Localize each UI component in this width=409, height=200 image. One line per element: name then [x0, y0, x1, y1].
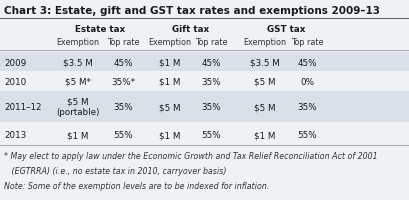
FancyBboxPatch shape [0, 71, 409, 92]
FancyBboxPatch shape [0, 92, 409, 122]
Text: 2011–12: 2011–12 [4, 103, 41, 111]
Text: $1 M: $1 M [67, 131, 88, 139]
Text: $3.5 M: $3.5 M [63, 59, 92, 67]
Text: 35%: 35% [201, 78, 220, 86]
Text: 35%*: 35%* [111, 78, 135, 86]
Text: Top rate: Top rate [106, 38, 139, 46]
Text: $5 M*: $5 M* [65, 78, 91, 86]
Text: Note: Some of the exemption levels are to be indexed for inflation.: Note: Some of the exemption levels are t… [4, 182, 269, 190]
Text: 45%: 45% [297, 59, 317, 67]
Text: Gift tax: Gift tax [172, 25, 209, 33]
Text: 35%: 35% [113, 103, 133, 111]
Text: $5 M: $5 M [253, 103, 274, 111]
Text: 35%: 35% [201, 103, 220, 111]
Text: $5 M: $5 M [253, 78, 274, 86]
Text: $1 M: $1 M [159, 131, 180, 139]
Text: 2013: 2013 [4, 131, 26, 139]
Text: $5 M: $5 M [159, 103, 180, 111]
Text: 35%: 35% [297, 103, 317, 111]
Text: 2010: 2010 [4, 78, 26, 86]
Text: Exemption: Exemption [148, 38, 191, 46]
Text: * May elect to apply law under the Economic Growth and Tax Relief Reconciliation: * May elect to apply law under the Econo… [4, 152, 377, 160]
Text: 2009: 2009 [4, 59, 26, 67]
Text: Chart 3: Estate, gift and GST tax rates and exemptions 2009–13: Chart 3: Estate, gift and GST tax rates … [4, 6, 379, 16]
FancyBboxPatch shape [0, 52, 409, 73]
Text: GST tax: GST tax [266, 25, 304, 33]
Text: $1 M: $1 M [159, 59, 180, 67]
Text: 55%: 55% [297, 131, 317, 139]
Text: 45%: 45% [201, 59, 220, 67]
Text: $5 M
(portable): $5 M (portable) [56, 97, 99, 117]
FancyBboxPatch shape [0, 124, 409, 146]
Text: Top rate: Top rate [194, 38, 227, 46]
Text: $3.5 M: $3.5 M [249, 59, 279, 67]
Text: Exemption: Exemption [243, 38, 285, 46]
Text: Estate tax: Estate tax [75, 25, 125, 33]
Text: 55%: 55% [201, 131, 220, 139]
Text: $1 M: $1 M [159, 78, 180, 86]
Text: (EGTRRA) (i.e., no estate tax in 2010, carryover basis): (EGTRRA) (i.e., no estate tax in 2010, c… [4, 166, 226, 175]
Text: 0%: 0% [300, 78, 314, 86]
Text: Exemption: Exemption [56, 38, 99, 46]
Text: 45%: 45% [113, 59, 133, 67]
Text: $1 M: $1 M [253, 131, 274, 139]
Text: Top rate: Top rate [290, 38, 323, 46]
Text: 55%: 55% [113, 131, 133, 139]
